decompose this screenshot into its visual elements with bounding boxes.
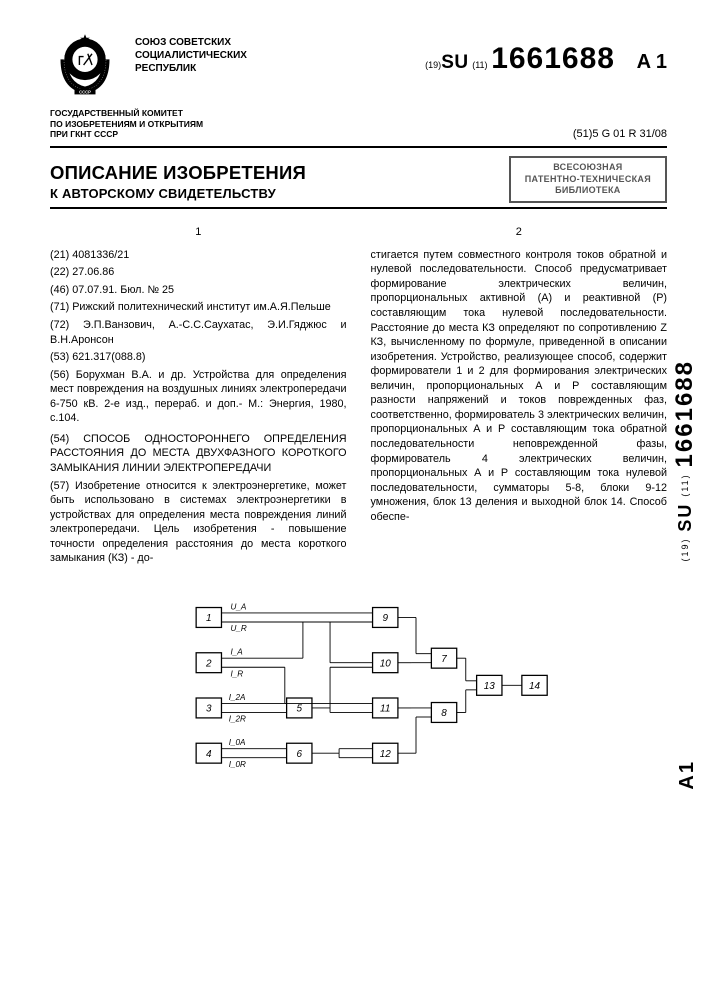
col2-number: 2: [371, 225, 668, 240]
svg-text:7: 7: [441, 654, 447, 665]
column-2: 2 стигается путем совместного контроля т…: [371, 225, 668, 569]
union-name: СОЮЗ СОВЕТСКИХ СОЦИАЛИСТИЧЕСКИХ РЕСПУБЛИ…: [135, 30, 247, 75]
library-stamp: ВСЕСОЮЗНАЯ ПАТЕНТНО-ТЕХНИЧЕСКАЯ БИБЛИОТЕ…: [509, 156, 667, 203]
svg-text:13: 13: [483, 681, 495, 692]
doc-header: CCCP СОЮЗ СОВЕТСКИХ СОЦИАЛИСТИЧЕСКИХ РЕС…: [50, 30, 667, 100]
lbl-19: (19): [425, 60, 441, 70]
field-72: (72) Э.П.Ванзович, А.-С.С.Саухатас, Э.И.…: [50, 318, 347, 347]
svg-text:4: 4: [206, 749, 212, 760]
field-22: (22) 27.06.86: [50, 265, 347, 280]
pub-number: 1661688: [491, 42, 615, 75]
side-num: 1661688: [671, 360, 698, 467]
lbl-11: (11): [472, 60, 487, 70]
side-19: (19): [680, 537, 690, 561]
field-54-title: (54) СПОСОБ ОДНОСТОРОННЕГО ОПРЕДЕЛЕНИЯ Р…: [50, 432, 347, 476]
col1-number: 1: [50, 225, 347, 240]
svg-text:U_A: U_A: [230, 602, 246, 611]
svg-text:9: 9: [382, 613, 388, 624]
side-su: SU: [675, 503, 695, 532]
block-diagram: 1234569101112781314U_AU_RI_AI_RI_2AI_2RI…: [50, 583, 667, 813]
field-57-abstract: (57) Изобретение относится к электроэнер…: [50, 479, 347, 566]
svg-text:I_0R: I_0R: [228, 760, 245, 769]
field-53: (53) 621.317(088.8): [50, 350, 347, 365]
two-column-body: 1 (21) 4081336/21 (22) 27.06.86 (46) 07.…: [50, 225, 667, 569]
stamp-line-2: ПАТЕНТНО-ТЕХНИЧЕСКАЯ: [525, 174, 651, 186]
header-row-2: ГОСУДАРСТВЕННЫЙ КОМИТЕТ ПО ИЗОБРЕТЕНИЯМ …: [50, 108, 667, 148]
side-11: (11): [680, 473, 690, 496]
svg-text:2: 2: [205, 658, 212, 669]
svg-text:U_R: U_R: [230, 624, 246, 633]
column-1: 1 (21) 4081336/21 (22) 27.06.86 (46) 07.…: [50, 225, 347, 569]
field-21: (21) 4081336/21: [50, 248, 347, 263]
svg-text:3: 3: [206, 704, 212, 715]
publication-number: (19)SU (11) 1661688 A 1: [425, 42, 667, 76]
country-code: SU: [441, 52, 468, 73]
svg-text:CCCP: CCCP: [79, 89, 91, 94]
svg-text:11: 11: [380, 704, 390, 715]
svg-text:I_2R: I_2R: [228, 714, 245, 723]
title-bar: ОПИСАНИЕ ИЗОБРЕТЕНИЯ К АВТОРСКОМУ СВИДЕТ…: [50, 152, 667, 209]
side-pub-label: (19) SU (11) 1661688: [671, 360, 699, 561]
svg-text:12: 12: [379, 749, 391, 760]
svg-text:5: 5: [296, 704, 302, 715]
ipc-lbl: (51)5: [573, 128, 599, 140]
abstract-continued: стигается путем совместного контроля ток…: [371, 248, 668, 525]
ipc-class: (51)5 G 01 R 31/08: [573, 128, 667, 140]
ipc-code: G 01 R 31/08: [602, 128, 667, 140]
svg-text:10: 10: [379, 658, 391, 669]
field-71: (71) Рижский политехнический институт им…: [50, 300, 347, 315]
svg-text:1: 1: [206, 613, 212, 624]
side-kind-label: A1: [676, 760, 699, 790]
svg-text:I_R: I_R: [230, 669, 243, 678]
committee-name: ГОСУДАРСТВЕННЫЙ КОМИТЕТ ПО ИЗОБРЕТЕНИЯМ …: [50, 108, 270, 140]
kind-code: A 1: [637, 51, 667, 73]
stamp-line-1: ВСЕСОЮЗНАЯ: [525, 162, 651, 174]
svg-text:I_A: I_A: [230, 648, 242, 657]
field-56: (56) Борухман В.А. и др. Устройства для …: [50, 368, 347, 426]
svg-text:6: 6: [296, 749, 302, 760]
svg-text:8: 8: [441, 708, 447, 719]
svg-text:I_0A: I_0A: [228, 738, 245, 747]
state-emblem: CCCP: [50, 30, 120, 100]
svg-text:14: 14: [528, 681, 540, 692]
field-46: (46) 07.07.91. Бюл. № 25: [50, 283, 347, 298]
svg-text:I_2A: I_2A: [228, 693, 245, 702]
stamp-line-3: БИБЛИОТЕКА: [525, 185, 651, 197]
